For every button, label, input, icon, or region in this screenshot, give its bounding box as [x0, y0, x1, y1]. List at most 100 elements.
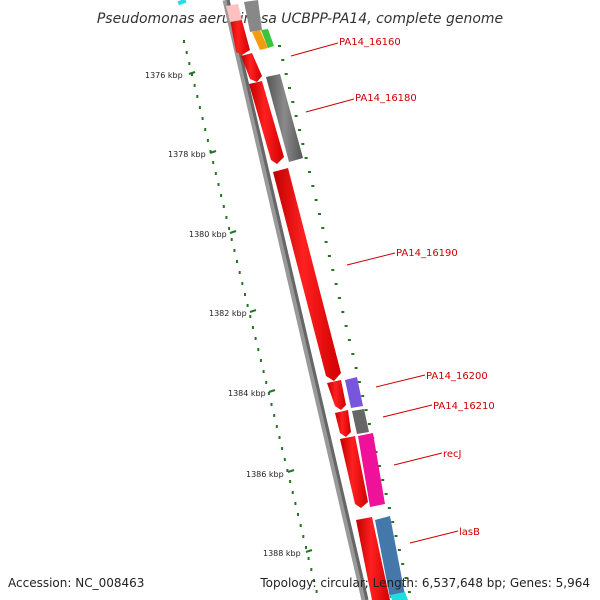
gc-dot-inner — [351, 353, 355, 355]
gc-dot — [281, 447, 284, 450]
gc-dot — [241, 282, 244, 285]
gene-label: recJ — [443, 449, 462, 460]
gc-dot-track — [183, 40, 318, 593]
gc-dot — [193, 84, 196, 87]
gc-dot — [191, 73, 193, 76]
gc-dot — [204, 128, 207, 131]
gc-dot — [297, 513, 299, 516]
gene-label: PA14_16210 — [433, 401, 495, 412]
gc-dot — [217, 183, 220, 186]
gc-dot-inner — [301, 143, 305, 145]
gc-dot — [278, 436, 281, 439]
gc-dot-inner — [308, 171, 311, 173]
gc-dot-inner — [391, 521, 395, 523]
ruler-tick-label: 1386 kbp — [246, 470, 284, 479]
gc-dot-inner — [321, 227, 325, 229]
gc-dot — [230, 238, 233, 241]
gc-dot-inner — [284, 73, 288, 75]
ruler-tick-label: 1382 kbp — [209, 309, 247, 318]
gc-dot — [283, 458, 286, 461]
gc-dot-track-inner — [278, 45, 411, 593]
summary-text: Topology: circular; Length: 6,537,648 bp… — [259, 576, 590, 590]
gc-dot-inner — [331, 269, 335, 271]
gc-dot — [275, 425, 278, 428]
feature-blue-lasb — [375, 516, 405, 598]
feature-orange — [252, 30, 268, 50]
gc-dot — [209, 150, 212, 153]
gc-dot-inner — [397, 549, 401, 551]
gc-dot — [228, 227, 231, 230]
feature-purple-16200 — [345, 377, 363, 408]
gene-label: PA14_16190 — [396, 248, 458, 259]
gc-dot — [238, 271, 241, 274]
gc-dot — [302, 535, 305, 538]
gene-label: lasB — [459, 527, 480, 538]
gc-dot — [201, 117, 204, 120]
gc-dot — [259, 359, 262, 362]
map-title: Pseudomonas aeruginosa UCBPP-PA14, compl… — [97, 11, 503, 27]
gc-dot — [198, 106, 201, 109]
gc-dot — [273, 414, 276, 417]
gc-dot-inner — [401, 563, 405, 565]
gc-dot-inner — [327, 255, 331, 257]
cds-arrow — [340, 436, 368, 508]
gc-dot — [222, 205, 225, 208]
gc-dot — [249, 315, 252, 318]
gc-dot — [262, 370, 265, 373]
gc-dot — [312, 579, 315, 582]
gc-dot-inner — [377, 465, 381, 467]
gene-label: PA14_16200 — [426, 371, 488, 382]
gc-dot — [246, 304, 249, 307]
ruler-tick-label: 1378 kbp — [168, 150, 206, 159]
ruler: 1376 kbp 1378 kbp 1380 kbp 1382 kbp 1384… — [145, 71, 313, 558]
feature-gray-16210 — [352, 409, 369, 434]
gc-dot — [291, 491, 294, 494]
cds-arrow — [356, 517, 390, 600]
gc-dot — [265, 381, 268, 384]
gene-labels: PA14_16160 PA14_16180 PA14_16190 PA14_16… — [290, 37, 495, 544]
gc-dot — [286, 469, 289, 472]
gc-dot-inner — [324, 241, 328, 243]
cds-arrow — [241, 53, 262, 82]
gc-dot — [307, 557, 310, 560]
gc-dot-inner — [291, 101, 295, 103]
gc-dot-inner — [364, 409, 368, 411]
cds-track-forward — [228, 6, 390, 600]
ruler-tick-label: 1376 kbp — [145, 71, 183, 80]
cds-arrow — [273, 168, 341, 381]
ruler-tick-label: 1380 kbp — [189, 230, 227, 239]
gc-dot — [236, 260, 238, 263]
gc-dot — [196, 95, 199, 98]
gc-dot — [225, 216, 228, 219]
feature-magenta-recj — [358, 433, 385, 507]
feature-cyan-bottom — [390, 592, 408, 600]
gc-dot — [214, 172, 217, 175]
gc-dot-inner — [294, 115, 298, 117]
gc-dot — [294, 502, 297, 505]
cds-arrow — [249, 81, 284, 164]
gc-dot — [183, 40, 185, 43]
gc-dot-inner — [407, 591, 411, 593]
gc-dot-inner — [387, 507, 391, 509]
gc-dot-inner — [341, 311, 345, 313]
ruler-tick-label: 1388 kbp — [263, 549, 301, 558]
gc-dot-inner — [318, 213, 321, 215]
gc-dot-inner — [337, 297, 341, 299]
gc-dot — [251, 326, 254, 329]
gc-dot-inner — [347, 339, 351, 341]
gc-dot — [244, 293, 246, 296]
gc-dot-inner — [394, 535, 398, 537]
gc-dot — [206, 139, 209, 142]
outer-ring-top — [177, 0, 187, 6]
gc-dot — [254, 337, 257, 340]
gc-dot — [310, 568, 313, 571]
genome-backbone — [222, 0, 369, 600]
gc-dot-inner — [334, 283, 338, 285]
gc-dot — [270, 403, 273, 406]
gc-dot — [299, 524, 302, 527]
gc-dot — [267, 392, 270, 395]
gc-dot — [315, 590, 318, 593]
gc-dot — [233, 249, 236, 252]
gc-dot — [220, 194, 223, 197]
